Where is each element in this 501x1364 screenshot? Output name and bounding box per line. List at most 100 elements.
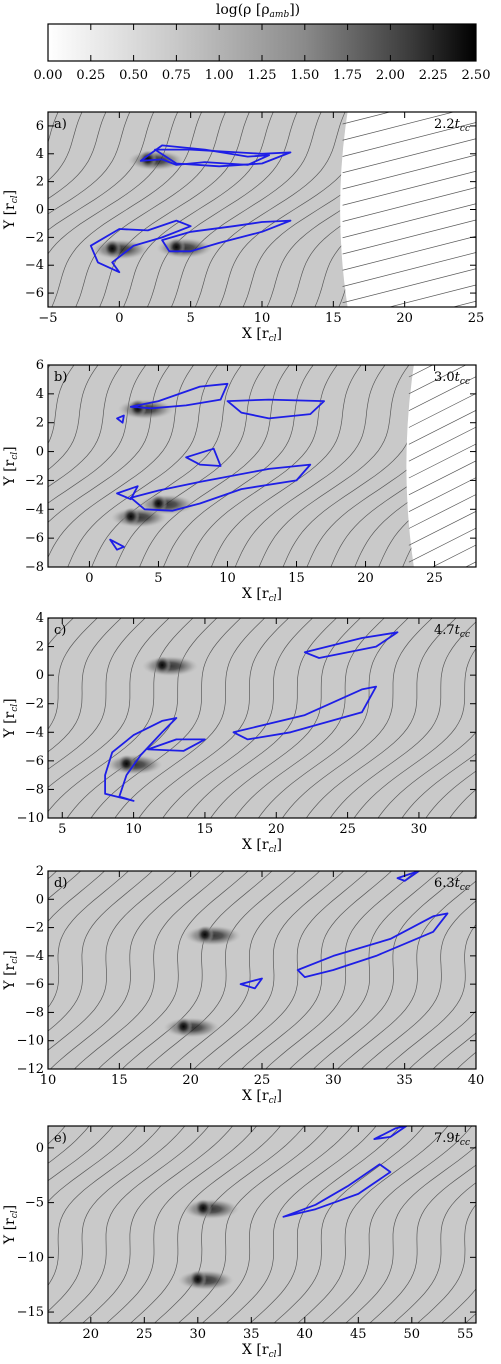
field-line xyxy=(48,365,99,471)
field-line xyxy=(342,219,476,255)
x-tick-label: 0 xyxy=(115,311,123,326)
time-label: 3.0tcc xyxy=(434,370,470,387)
x-tick-label: 10 xyxy=(254,311,271,326)
panel-a: −5 0 5 10 15 20 25 −6 −4 −2 0 2 4 6 X [rcl] Y [rcl] a) 2.… xyxy=(2,111,484,344)
heatmap-area xyxy=(48,1126,501,1323)
x-tick-label: 15 xyxy=(111,1073,128,1088)
y-axis-label: Y [rcl] xyxy=(2,950,20,990)
plot-frame xyxy=(47,364,477,568)
x-tick-label: 35 xyxy=(243,1327,260,1342)
y-tick-label: 0 xyxy=(36,203,44,218)
field-line xyxy=(369,1164,476,1323)
heatmap-area xyxy=(48,112,476,307)
y-tick-label: 2 xyxy=(36,864,44,879)
field-line xyxy=(202,1126,353,1323)
field-line xyxy=(489,1126,501,1323)
plot-frame xyxy=(47,617,477,819)
field-line xyxy=(130,1126,281,1323)
x-tick-label: 25 xyxy=(254,1073,271,1088)
field-line xyxy=(234,365,386,567)
x-tick-label: 5 xyxy=(154,571,162,586)
field-line xyxy=(408,1010,476,1069)
field-line xyxy=(82,1126,233,1323)
heatmap-background xyxy=(48,365,476,567)
field-line xyxy=(48,618,146,770)
density-contour xyxy=(129,382,229,410)
field-line xyxy=(58,1126,209,1323)
y-axis-label: Y [rcl] xyxy=(2,190,20,230)
y-tick-label: −8 xyxy=(25,560,44,575)
y-tick-label: −15 xyxy=(17,1305,44,1320)
field-line xyxy=(48,618,122,753)
field-line xyxy=(473,814,476,818)
y-tick-label: 4 xyxy=(36,147,44,162)
density-contour xyxy=(116,485,139,501)
x-tick-label: 20 xyxy=(268,822,285,837)
y-tick-label: −8 xyxy=(25,782,44,797)
cloud-core xyxy=(195,925,214,944)
field-line xyxy=(329,621,476,818)
field-line xyxy=(378,471,476,567)
field-line xyxy=(48,112,107,200)
field-line xyxy=(342,112,455,141)
colorbar-tick-label: 1.25 xyxy=(248,68,277,83)
field-line xyxy=(258,365,410,567)
x-tick-label: 20 xyxy=(396,311,413,326)
y-axis-label: Y [rcl] xyxy=(2,698,20,738)
field-line xyxy=(75,112,226,307)
cloud-core xyxy=(121,507,140,526)
field-line xyxy=(48,1126,162,1286)
field-line xyxy=(342,112,392,125)
y-tick-label: 2 xyxy=(36,640,44,655)
density-contour xyxy=(104,717,178,802)
x-axis-label: X [rcl] xyxy=(242,1088,282,1106)
field-line xyxy=(48,365,170,523)
unshocked-region xyxy=(406,365,476,567)
field-line xyxy=(385,923,476,1069)
x-axis-label: X [rcl] xyxy=(242,586,282,604)
field-line xyxy=(321,1126,473,1323)
y-tick-label: −8 xyxy=(25,1005,44,1020)
field-line xyxy=(48,112,179,255)
cloud-core xyxy=(103,239,122,258)
y-tick-label: −4 xyxy=(25,949,44,964)
density-contour xyxy=(296,912,449,978)
heatmap-area xyxy=(48,618,476,818)
colorbar-gradient xyxy=(47,23,477,62)
field-line xyxy=(441,1288,476,1323)
field-line xyxy=(313,871,464,1069)
colorbar-tick-label: 2.25 xyxy=(419,68,448,83)
field-line xyxy=(178,1126,329,1323)
density-contour xyxy=(226,398,325,420)
plot-frame xyxy=(47,1125,477,1324)
field-line xyxy=(194,112,346,307)
field-line xyxy=(51,112,202,307)
field-line xyxy=(265,871,416,1069)
y-tick-label: −10 xyxy=(17,1250,44,1265)
colorbar: log(ρ [ρamb]) 0.00 0.25 0.50 0.75 1.00 1.25 1.… xyxy=(34,2,491,83)
colorbar-tick-label: 2.50 xyxy=(462,68,491,83)
x-tick-label: 50 xyxy=(404,1327,421,1342)
cloud-core xyxy=(138,150,157,169)
field-line xyxy=(121,871,273,1069)
field-line xyxy=(210,618,361,818)
cloud-core xyxy=(167,238,186,257)
x-axis-label: X [rcl] xyxy=(242,1342,282,1360)
density-contour xyxy=(89,219,192,274)
field-line xyxy=(408,393,476,428)
y-tick-label: 4 xyxy=(36,611,44,626)
x-tick-label: 55 xyxy=(457,1327,474,1342)
field-line xyxy=(67,365,218,567)
panel-b: 0 5 10 15 20 25 −8 −6 −4 −2 0 2 4 6 X [rcl] Y [rcl] b) 3.… xyxy=(2,358,477,604)
cloud-core xyxy=(194,1199,213,1218)
field-line xyxy=(481,871,501,1069)
density-contour xyxy=(396,871,420,882)
field-line xyxy=(123,112,274,307)
y-tick-label: −2 xyxy=(25,921,44,936)
field-line xyxy=(417,1204,476,1323)
field-line xyxy=(258,618,409,818)
y-tick-label: −5 xyxy=(25,1196,44,1211)
y-tick-label: 6 xyxy=(36,119,44,134)
y-tick-label: −6 xyxy=(25,977,44,992)
